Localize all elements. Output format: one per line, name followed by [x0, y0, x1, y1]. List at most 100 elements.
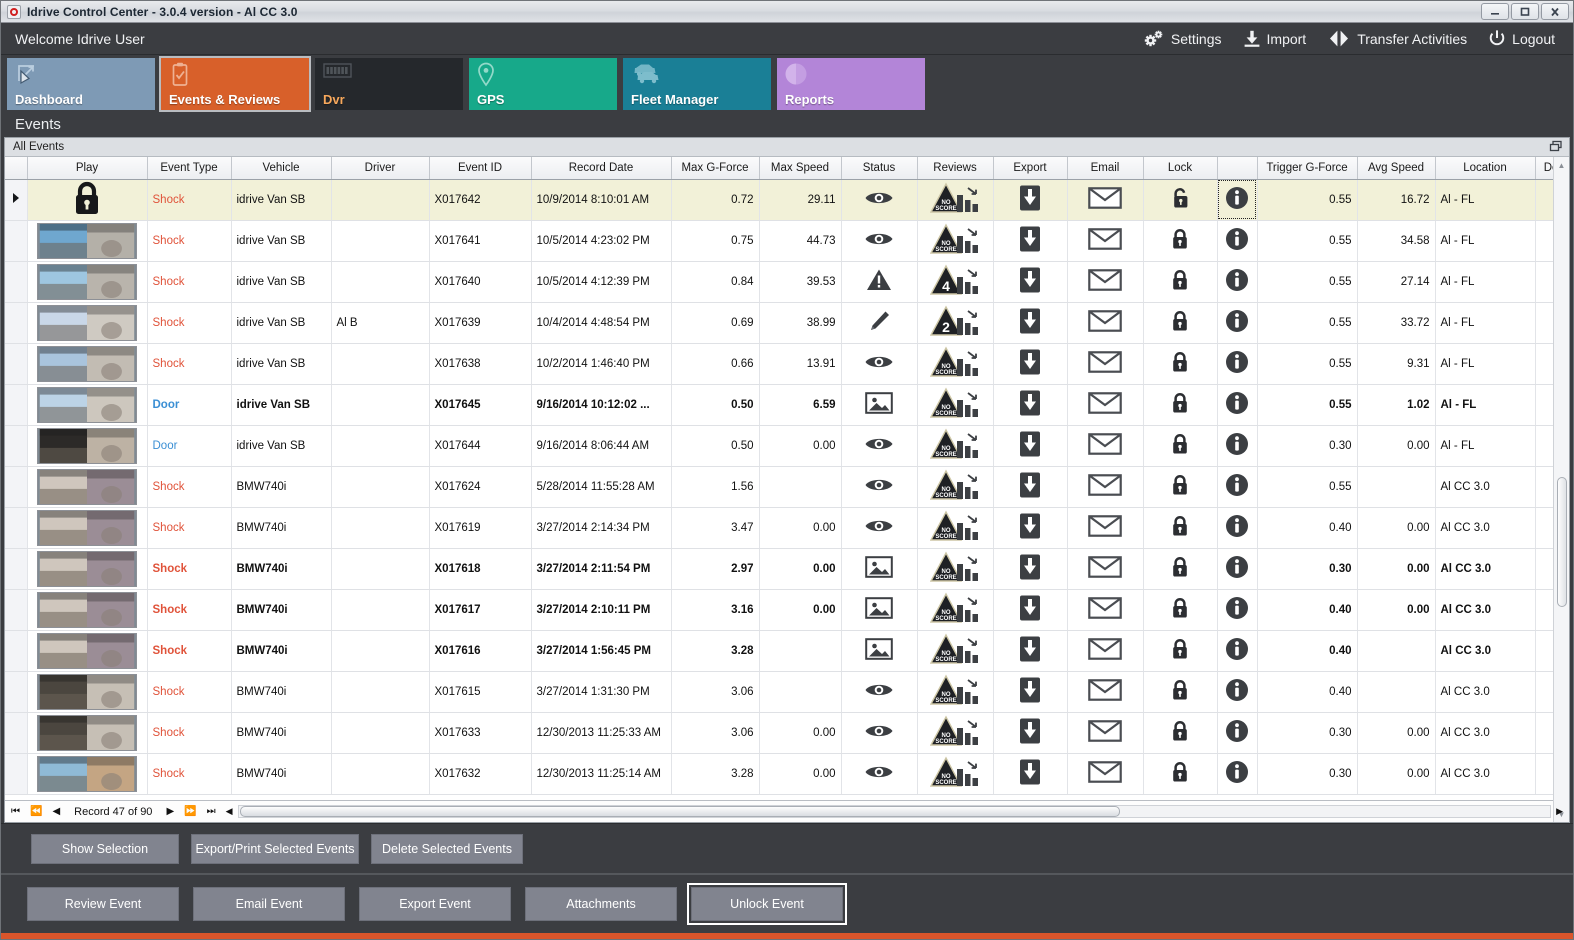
- vehicle-cell[interactable]: idrive Van SB: [231, 384, 332, 426]
- event-type-cell[interactable]: Shock: [147, 343, 232, 385]
- event-id-cell[interactable]: X017645: [429, 384, 532, 426]
- max-g-cell[interactable]: 0.84: [671, 261, 760, 303]
- reviews-cell[interactable]: 2: [917, 302, 994, 344]
- driver-cell[interactable]: [331, 671, 430, 713]
- vehicle-cell[interactable]: idrive Van SB: [231, 343, 332, 385]
- column-header-play[interactable]: Play: [27, 157, 148, 180]
- status-cell[interactable]: [841, 384, 918, 426]
- driver-cell[interactable]: [331, 589, 430, 631]
- play-cell[interactable]: [27, 466, 148, 508]
- lock-cell[interactable]: [1143, 261, 1218, 303]
- event-type-cell[interactable]: Shock: [147, 671, 232, 713]
- selection-button-show-selection[interactable]: Show Selection: [31, 833, 179, 864]
- row-indicator[interactable]: [5, 261, 28, 303]
- status-cell[interactable]: [841, 712, 918, 754]
- info-cell[interactable]: [1217, 548, 1258, 590]
- hscroll-right-arrow[interactable]: ▶: [1556, 806, 1563, 816]
- maximize-button[interactable]: [1511, 3, 1539, 20]
- event-type-cell[interactable]: Shock: [147, 261, 232, 303]
- max-speed-cell[interactable]: 13.91: [759, 343, 842, 385]
- lock-cell[interactable]: [1143, 384, 1218, 426]
- driver-cell[interactable]: [331, 630, 430, 672]
- location-cell[interactable]: Al - FL: [1435, 343, 1536, 385]
- row-indicator[interactable]: [5, 179, 28, 221]
- lock-cell[interactable]: [1143, 671, 1218, 713]
- play-cell[interactable]: [27, 507, 148, 549]
- prev-record-button[interactable]: ◀: [52, 806, 61, 817]
- max-g-cell[interactable]: 0.66: [671, 343, 760, 385]
- row-indicator[interactable]: [5, 302, 28, 344]
- column-header-avg_speed[interactable]: Avg Speed: [1357, 157, 1436, 180]
- location-cell[interactable]: Al CC 3.0: [1435, 630, 1536, 672]
- location-cell[interactable]: Al CC 3.0: [1435, 548, 1536, 590]
- grid-scroll-area[interactable]: Play Event Type Vehicle Driver Event ID Recor…: [5, 157, 1569, 800]
- column-header-vehicle[interactable]: Vehicle: [231, 157, 332, 180]
- email-cell[interactable]: [1067, 220, 1144, 262]
- nav-tile-fleet-manager[interactable]: Fleet Manager: [623, 58, 771, 110]
- play-cell[interactable]: [27, 548, 148, 590]
- table-row[interactable]: Shock idrive Van SB X017642 10/9/2014 8:10:…: [5, 179, 1569, 221]
- trigger-g-cell[interactable]: 0.55: [1257, 220, 1358, 262]
- event-type-cell[interactable]: Door: [147, 425, 232, 467]
- email-cell[interactable]: [1067, 753, 1144, 795]
- avg-speed-cell[interactable]: 9.31: [1357, 343, 1436, 385]
- event-type-cell[interactable]: Shock: [147, 712, 232, 754]
- close-button[interactable]: [1541, 3, 1569, 20]
- lock-cell[interactable]: [1143, 753, 1218, 795]
- status-cell[interactable]: [841, 179, 918, 221]
- location-cell[interactable]: Al CC 3.0: [1435, 712, 1536, 754]
- status-cell[interactable]: [841, 753, 918, 795]
- max-speed-cell[interactable]: [759, 466, 842, 508]
- event-id-cell[interactable]: X017639: [429, 302, 532, 344]
- play-cell[interactable]: [27, 712, 148, 754]
- reviews-cell[interactable]: NO SCORE: [917, 712, 994, 754]
- nav-tile-reports[interactable]: Reports: [777, 58, 925, 110]
- reviews-cell[interactable]: NO SCORE: [917, 220, 994, 262]
- row-indicator[interactable]: [5, 671, 28, 713]
- event-id-cell[interactable]: X017632: [429, 753, 532, 795]
- reviews-cell[interactable]: NO SCORE: [917, 179, 994, 221]
- next-page-button[interactable]: ⏩: [184, 806, 197, 817]
- column-header-driver[interactable]: Driver: [331, 157, 430, 180]
- record-date-cell[interactable]: 12/30/2013 11:25:14 AM: [531, 753, 672, 795]
- info-cell[interactable]: [1217, 466, 1258, 508]
- record-date-cell[interactable]: 10/5/2014 4:12:39 PM: [531, 261, 672, 303]
- vehicle-cell[interactable]: BMW740i: [231, 466, 332, 508]
- email-cell[interactable]: [1067, 630, 1144, 672]
- selection-button-export-print-selected-events[interactable]: Export/Print Selected Events: [191, 833, 359, 864]
- horizontal-scrollbar[interactable]: ◀ ▶: [224, 805, 1565, 819]
- export-cell[interactable]: [993, 712, 1068, 754]
- info-cell[interactable]: [1217, 179, 1258, 221]
- row-indicator[interactable]: [5, 466, 28, 508]
- location-cell[interactable]: Al CC 3.0: [1435, 589, 1536, 631]
- event-thumbnail[interactable]: [37, 304, 137, 341]
- lock-cell[interactable]: [1143, 712, 1218, 754]
- info-cell[interactable]: [1217, 425, 1258, 467]
- export-cell[interactable]: [993, 220, 1068, 262]
- scroll-down-arrow[interactable]: ▼: [1557, 809, 1566, 819]
- column-header-trigger_g[interactable]: Trigger G-Force: [1257, 157, 1358, 180]
- avg-speed-cell[interactable]: 0.00: [1357, 712, 1436, 754]
- driver-cell[interactable]: [331, 425, 430, 467]
- trigger-g-cell[interactable]: 0.30: [1257, 548, 1358, 590]
- column-header-indicator[interactable]: [5, 157, 28, 180]
- trigger-g-cell[interactable]: 0.30: [1257, 712, 1358, 754]
- trigger-g-cell[interactable]: 0.40: [1257, 671, 1358, 713]
- avg-speed-cell[interactable]: 27.14: [1357, 261, 1436, 303]
- trigger-g-cell[interactable]: 0.30: [1257, 753, 1358, 795]
- vehicle-cell[interactable]: idrive Van SB: [231, 302, 332, 344]
- email-cell[interactable]: [1067, 179, 1144, 221]
- reviews-cell[interactable]: NO SCORE: [917, 384, 994, 426]
- max-g-cell[interactable]: 0.72: [671, 179, 760, 221]
- reviews-cell[interactable]: NO SCORE: [917, 630, 994, 672]
- reviews-cell[interactable]: NO SCORE: [917, 343, 994, 385]
- max-speed-cell[interactable]: 0.00: [759, 753, 842, 795]
- column-header-location[interactable]: Location: [1435, 157, 1536, 180]
- status-cell[interactable]: [841, 548, 918, 590]
- email-cell[interactable]: [1067, 466, 1144, 508]
- record-date-cell[interactable]: 3/27/2014 1:56:45 PM: [531, 630, 672, 672]
- nav-tile-dashboard[interactable]: Dashboard: [7, 58, 155, 110]
- status-cell[interactable]: [841, 261, 918, 303]
- max-speed-cell[interactable]: [759, 630, 842, 672]
- row-indicator[interactable]: [5, 220, 28, 262]
